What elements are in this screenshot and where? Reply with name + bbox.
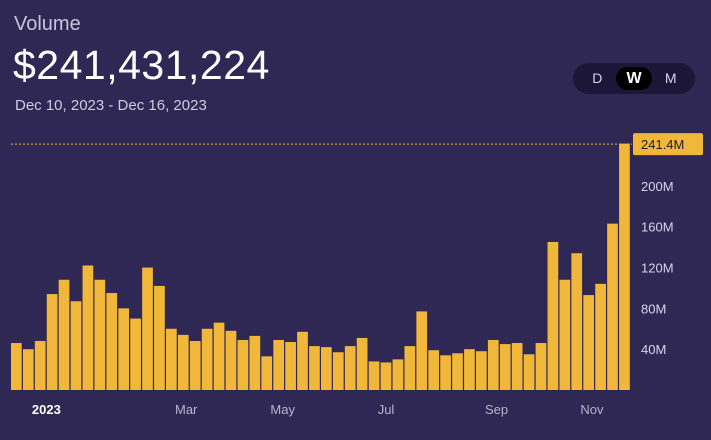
x-tick-label: Jul bbox=[378, 402, 395, 417]
volume-bar[interactable] bbox=[249, 335, 261, 390]
volume-bar[interactable] bbox=[619, 143, 630, 390]
volume-bar[interactable] bbox=[11, 343, 22, 390]
volume-bar[interactable] bbox=[416, 311, 428, 390]
volume-bar[interactable] bbox=[261, 356, 273, 390]
volume-bar[interactable] bbox=[476, 351, 487, 390]
volume-bar[interactable] bbox=[321, 347, 332, 390]
period-option-month[interactable]: M bbox=[664, 70, 677, 86]
x-tick-label: 2023 bbox=[32, 402, 61, 417]
volume-bar[interactable] bbox=[201, 328, 213, 390]
y-tick-label: 40M bbox=[641, 342, 666, 357]
volume-bar[interactable] bbox=[309, 346, 320, 390]
volume-bar[interactable] bbox=[571, 253, 583, 390]
period-option-day[interactable]: D bbox=[592, 70, 603, 86]
volume-bar[interactable] bbox=[70, 301, 82, 390]
volume-bar[interactable] bbox=[154, 285, 165, 390]
period-toggle: D W M bbox=[573, 63, 695, 94]
volume-bar[interactable] bbox=[380, 362, 392, 390]
x-tick-label: Mar bbox=[175, 402, 198, 417]
volume-bar[interactable] bbox=[106, 293, 118, 390]
last-value-label: 241.4M bbox=[641, 137, 684, 152]
volume-bar[interactable] bbox=[82, 265, 94, 390]
volume-bar[interactable] bbox=[34, 341, 46, 390]
volume-bar[interactable] bbox=[487, 339, 499, 390]
volume-bar[interactable] bbox=[213, 322, 225, 390]
metric-value: $241,431,224 bbox=[13, 42, 270, 88]
volume-bar[interactable] bbox=[189, 341, 201, 390]
volume-bar[interactable] bbox=[166, 328, 177, 390]
volume-bar[interactable] bbox=[356, 337, 368, 390]
volume-bar[interactable] bbox=[142, 267, 153, 390]
volume-bar[interactable] bbox=[499, 344, 511, 390]
y-tick-label: 120M bbox=[641, 261, 674, 276]
volume-bar[interactable] bbox=[583, 295, 595, 390]
x-tick-label: Nov bbox=[580, 402, 604, 417]
volume-bar[interactable] bbox=[523, 354, 535, 390]
metric-label: Volume bbox=[14, 13, 81, 35]
volume-bar[interactable] bbox=[297, 331, 308, 390]
volume-bar[interactable] bbox=[130, 318, 141, 390]
volume-bar[interactable] bbox=[46, 294, 58, 390]
period-option-week[interactable]: W bbox=[615, 67, 653, 90]
volume-bar[interactable] bbox=[225, 330, 237, 390]
volume-bar[interactable] bbox=[392, 359, 404, 390]
volume-bar[interactable] bbox=[58, 279, 70, 390]
x-tick-label: Sep bbox=[485, 402, 508, 417]
volume-bar[interactable] bbox=[607, 223, 618, 390]
volume-bar[interactable] bbox=[535, 343, 547, 390]
date-range: Dec 10, 2023 - Dec 16, 2023 bbox=[15, 97, 207, 114]
volume-bar[interactable] bbox=[559, 279, 571, 390]
y-tick-label: 80M bbox=[641, 301, 666, 316]
volume-bar[interactable] bbox=[428, 350, 440, 390]
last-value-badge bbox=[633, 133, 703, 156]
y-tick-label: 200M bbox=[641, 179, 674, 194]
volume-bar[interactable] bbox=[452, 353, 463, 390]
volume-bar[interactable] bbox=[440, 355, 451, 390]
x-tick-label: May bbox=[270, 402, 295, 417]
volume-bar[interactable] bbox=[547, 242, 559, 390]
volume-bar[interactable] bbox=[285, 342, 296, 390]
volume-bar[interactable] bbox=[237, 339, 249, 390]
volume-bar[interactable] bbox=[511, 343, 523, 390]
y-tick-label: 160M bbox=[641, 220, 674, 235]
volume-bar[interactable] bbox=[177, 334, 189, 390]
volume-bar[interactable] bbox=[94, 279, 106, 390]
volume-bar[interactable] bbox=[118, 308, 130, 390]
volume-bar[interactable] bbox=[595, 283, 606, 390]
volume-bar[interactable] bbox=[332, 352, 344, 390]
volume-bar[interactable] bbox=[344, 346, 356, 390]
volume-bar[interactable] bbox=[273, 339, 285, 390]
volume-bar[interactable] bbox=[404, 346, 416, 390]
volume-bar[interactable] bbox=[22, 349, 34, 390]
volume-bar[interactable] bbox=[368, 361, 380, 390]
volume-bar[interactable] bbox=[464, 349, 475, 390]
